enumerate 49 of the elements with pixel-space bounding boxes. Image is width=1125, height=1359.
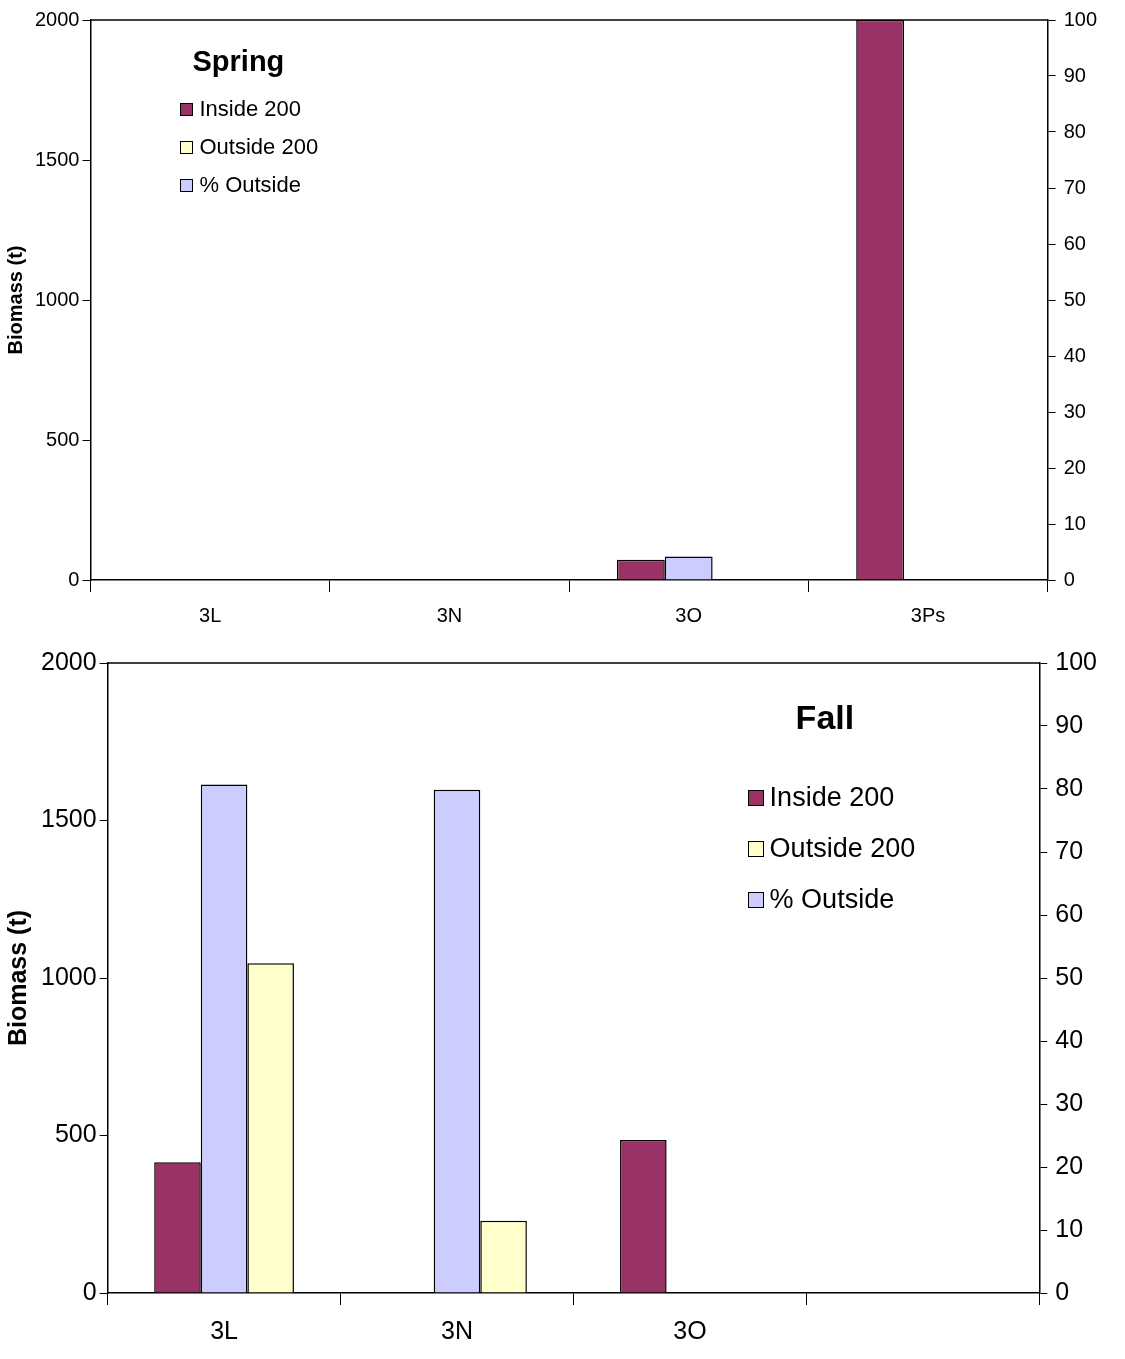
y-tick-label: 0: [68, 567, 80, 590]
y2-tick-label: 50: [1055, 961, 1084, 990]
legend-label: % Outside: [199, 172, 301, 198]
y2-tick-label: 70: [1055, 835, 1084, 864]
legend-label: Inside 200: [199, 96, 302, 122]
x-tick-label: 3L: [199, 603, 222, 626]
y2-tick-label: 10: [1055, 1213, 1084, 1242]
y-tick-label: 1500: [34, 147, 80, 170]
legend-label: Outside 200: [769, 833, 916, 864]
y-tick-label: 2000: [40, 646, 97, 675]
y2-tick-label: 40: [1063, 343, 1086, 366]
y2-tick-label: 60: [1055, 898, 1084, 927]
y2-tick-label: 50: [1063, 287, 1086, 310]
y2-tick-label: 30: [1063, 399, 1086, 422]
legend-label: % Outside: [769, 884, 895, 915]
y2-tick-label: 30: [1055, 1087, 1084, 1116]
y-tick-label: 2000: [34, 7, 80, 30]
y2-tick-label: 20: [1055, 1150, 1084, 1179]
y2-tick-label: 100: [1055, 646, 1098, 675]
y2-tick-label: 70: [1063, 175, 1086, 198]
y2-tick-label: 90: [1055, 709, 1084, 738]
y2-tick-label: 100: [1063, 7, 1098, 30]
x-tick-label: 3L: [210, 1315, 239, 1344]
y2-tick-label: 10: [1063, 511, 1086, 534]
y-tick-label: 1000: [34, 287, 80, 310]
legend-label: Inside 200: [769, 782, 895, 813]
y-axis-title: Biomass (t): [3, 245, 26, 355]
y2-tick-label: 80: [1063, 119, 1086, 142]
text: Spring: [192, 45, 286, 78]
y2-tick-label: 80: [1055, 772, 1084, 801]
x-tick-label: 3N: [436, 603, 463, 626]
y-tick-label: 500: [46, 427, 80, 450]
y2-tick-label: 60: [1063, 231, 1086, 254]
x-tick-label: 3Ps: [910, 603, 946, 626]
text: Fall: [795, 698, 856, 737]
y2-tick-label: 0: [1055, 1276, 1070, 1305]
y2-tick-label: 40: [1055, 1024, 1084, 1053]
y2-tick-label: 20: [1063, 455, 1086, 478]
legend-label: Outside 200: [199, 134, 319, 160]
y2-tick-label: 90: [1063, 63, 1086, 86]
y-tick-label: 1500: [40, 804, 97, 833]
y-tick-label: 1000: [40, 961, 97, 990]
y-tick-label: 500: [54, 1119, 97, 1148]
x-tick-label: 3O: [675, 603, 703, 626]
y2-tick-label: 0: [1063, 567, 1075, 590]
x-tick-label: 3O: [673, 1315, 707, 1344]
y-axis-title: Biomass (t): [2, 909, 31, 1047]
x-tick-label: 3N: [441, 1315, 473, 1344]
y-tick-label: 0: [82, 1276, 97, 1305]
